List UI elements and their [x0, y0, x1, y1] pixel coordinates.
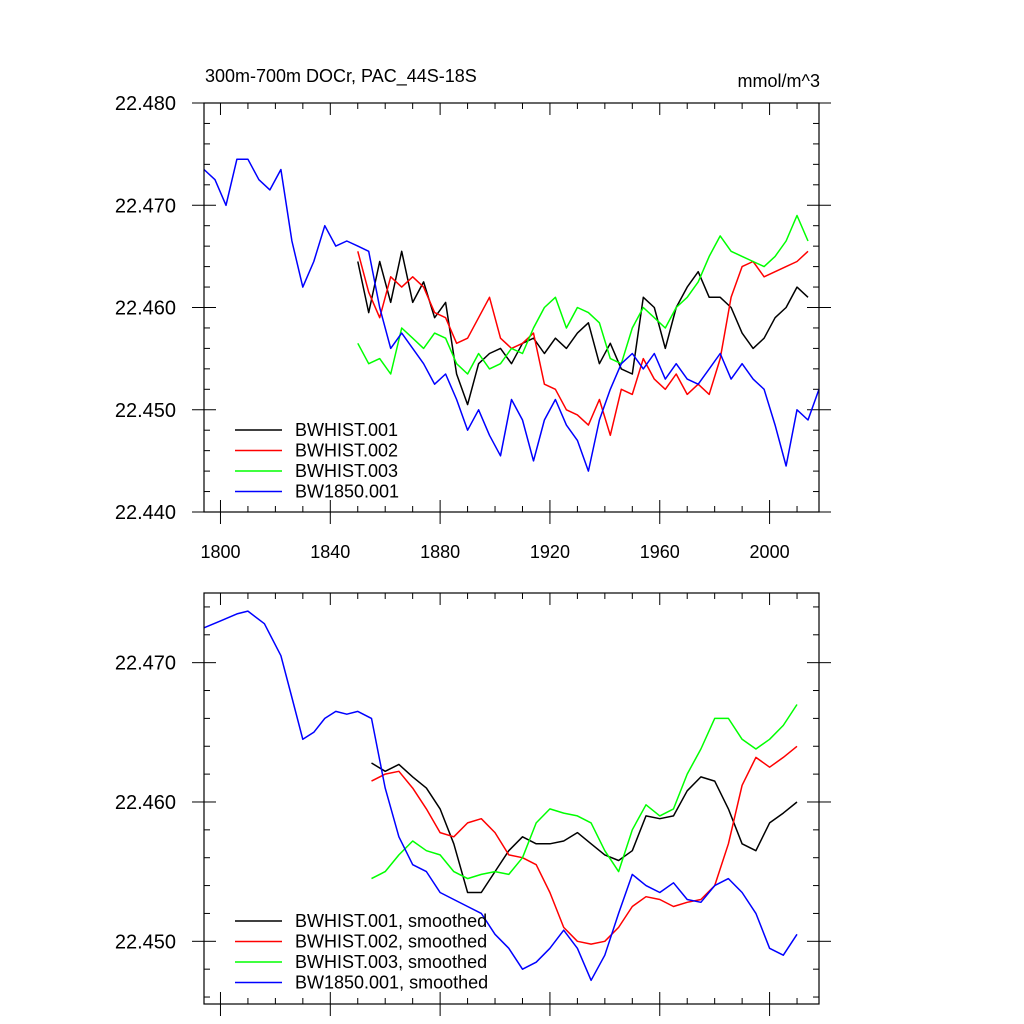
y-tick-label: 22.470 — [115, 195, 176, 217]
plot-frame — [203, 592, 820, 1005]
series-line-3 — [371, 704, 798, 880]
plot-frame — [203, 102, 820, 513]
y-tick-label: 22.460 — [115, 792, 176, 814]
x-tick-label: 1920 — [530, 542, 570, 562]
series-line-2 — [371, 745, 798, 945]
units-label: mmol/m^3 — [738, 71, 820, 91]
x-tick-label: 1960 — [640, 542, 680, 562]
x-tick-label: 2000 — [750, 542, 790, 562]
y-tick-label: 22.450 — [115, 931, 176, 953]
x-tick-label: 1880 — [420, 542, 460, 562]
x-tick-label: 1840 — [310, 542, 350, 562]
series-line-2 — [357, 250, 809, 437]
legend-label: BWHIST.001 — [295, 420, 398, 440]
legend-label: BW1850.001, smoothed — [295, 973, 488, 993]
legend-label: BWHIST.003 — [295, 461, 398, 481]
panel-top: 300m-700m DOCr, PAC_44S-18S mmol/m^3 180… — [115, 66, 831, 562]
y-tick-label: 22.460 — [115, 298, 176, 320]
series-line-4 — [203, 158, 820, 472]
y-tick-label: 22.440 — [115, 502, 176, 524]
series-line-4 — [203, 610, 798, 982]
series-line-1 — [357, 250, 809, 406]
chart-title: 300m-700m DOCr, PAC_44S-18S — [205, 66, 477, 87]
x-tick-label: 1800 — [200, 542, 240, 562]
y-tick-label: 22.480 — [115, 93, 176, 115]
y-tick-label: 22.450 — [115, 400, 176, 422]
legend-label: BW1850.001 — [295, 482, 399, 502]
legend-label: BWHIST.002 — [295, 441, 398, 461]
legend-label: BWHIST.001, smoothed — [295, 911, 487, 931]
series-line-3 — [357, 214, 809, 375]
legend-label: BWHIST.002, smoothed — [295, 932, 487, 952]
series-line-1 — [371, 762, 798, 894]
legend-label: BWHIST.003, smoothed — [295, 952, 487, 972]
y-tick-label: 22.470 — [115, 653, 176, 675]
